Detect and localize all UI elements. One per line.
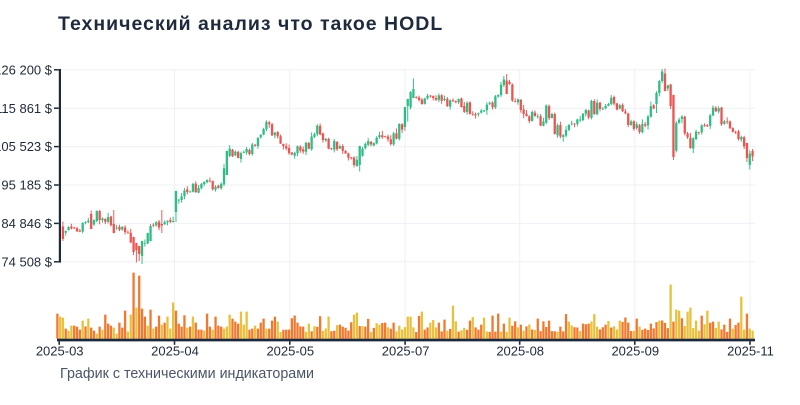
- svg-text:74 508 $: 74 508 $: [1, 254, 52, 269]
- svg-text:2025-08: 2025-08: [496, 344, 544, 359]
- svg-text:105 523 $: 105 523 $: [0, 139, 53, 154]
- svg-text:126 200 $: 126 200 $: [0, 62, 53, 77]
- svg-text:84 846 $: 84 846 $: [1, 216, 52, 231]
- svg-text:2025-03: 2025-03: [36, 344, 84, 359]
- svg-text:2025-04: 2025-04: [151, 344, 199, 359]
- svg-text:115 861 $: 115 861 $: [0, 101, 53, 116]
- svg-text:2025-05: 2025-05: [266, 344, 314, 359]
- svg-text:95 185 $: 95 185 $: [1, 178, 52, 193]
- svg-text:2025-07: 2025-07: [382, 344, 430, 359]
- svg-text:2025-09: 2025-09: [611, 344, 659, 359]
- svg-text:2025-11: 2025-11: [727, 344, 774, 359]
